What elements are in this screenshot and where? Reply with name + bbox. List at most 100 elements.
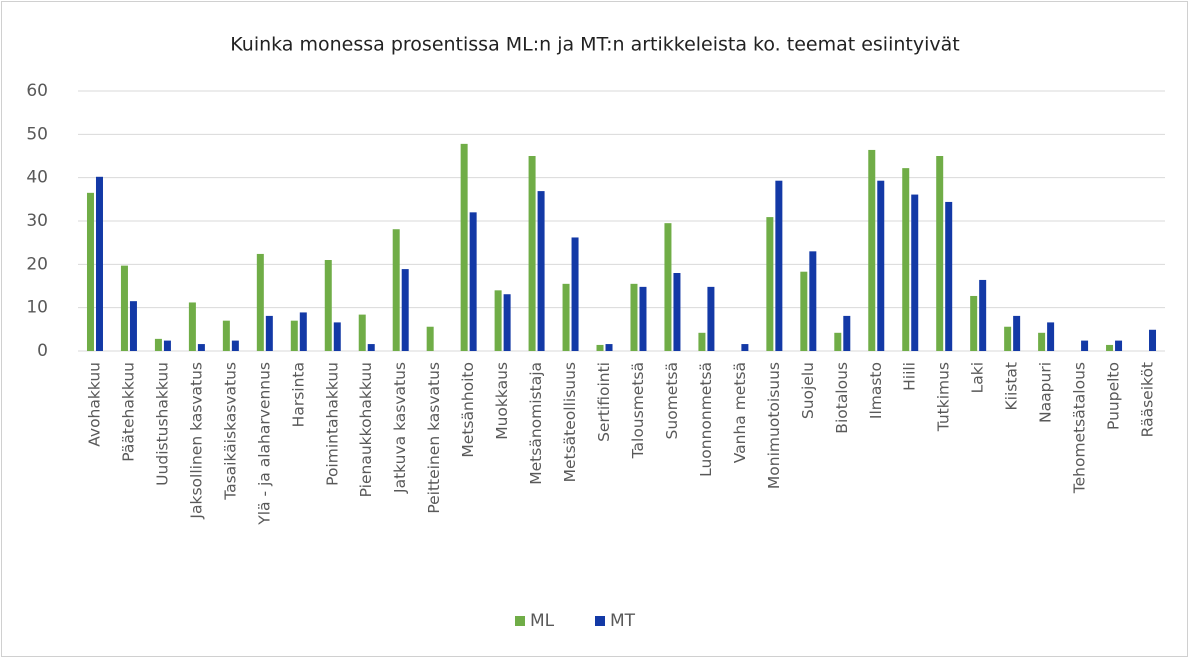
bar [503, 294, 511, 351]
bar [163, 340, 171, 351]
bar [707, 286, 715, 351]
y-tick-label: 0 [37, 341, 48, 361]
bar [460, 143, 468, 351]
bar [86, 192, 94, 351]
legend-swatch [515, 616, 525, 626]
bar [324, 260, 332, 351]
bar [1004, 326, 1012, 351]
bar [1149, 329, 1157, 351]
bar [664, 223, 672, 351]
bar [426, 326, 434, 351]
x-tick-label: Sertifiointi [595, 362, 613, 442]
bar [494, 290, 502, 351]
x-tick-label: Tehometsätalous [1071, 362, 1089, 494]
bar [290, 320, 298, 351]
legend-label: MT [610, 611, 636, 631]
x-tick-label: Biotalous [833, 362, 851, 434]
bar [188, 302, 196, 351]
x-tick-label: Puupelto [1105, 362, 1123, 430]
bar [877, 180, 885, 351]
x-tick-label: Avohakkuu [85, 362, 103, 447]
y-tick-label: 10 [26, 298, 48, 318]
bar [120, 265, 128, 351]
y-tick-label: 30 [26, 211, 48, 231]
bar [775, 180, 783, 351]
x-tick-label: Suojelu [799, 362, 817, 419]
chart-title: Kuinka monessa prosentissa ML:n ja MT:n … [230, 34, 959, 56]
bar [222, 320, 230, 351]
legend-swatch [595, 616, 605, 626]
bar [741, 344, 749, 351]
x-tick-label: Metsänhoito [459, 362, 477, 458]
x-tick-label: Uudistushakkuu [153, 362, 171, 486]
bar [970, 295, 978, 351]
bar [639, 286, 647, 351]
bar [800, 271, 808, 351]
x-tick-label: Monimuotoisuus [765, 362, 783, 489]
bar [154, 338, 162, 351]
bar [571, 237, 579, 351]
bar [843, 315, 851, 351]
bar [945, 201, 953, 351]
bar [698, 332, 706, 351]
y-tick-label: 20 [26, 254, 48, 274]
bar [936, 156, 944, 351]
bar [630, 283, 638, 351]
bar [299, 312, 307, 351]
x-tick-label: Naapuri [1037, 362, 1055, 423]
legend-label: ML [530, 611, 555, 631]
x-tick-label: Suometsä [663, 362, 681, 439]
x-tick-label: Tutkimus [935, 362, 953, 432]
bar [596, 344, 604, 351]
x-tick-label: Poimintahakkuu [323, 362, 341, 486]
bar [265, 315, 273, 351]
bar [1013, 315, 1021, 351]
bar [562, 283, 570, 351]
x-tick-label: Vanha metsä [731, 362, 749, 463]
y-tick-label: 50 [26, 124, 48, 144]
bar [809, 251, 817, 351]
bar [868, 149, 876, 351]
x-tick-label: Metsänomistaja [527, 362, 545, 485]
x-tick-label: Kiistat [1003, 362, 1021, 411]
x-tick-label: Hiili [901, 362, 919, 391]
x-tick-label: Laki [969, 362, 987, 393]
y-tick-label: 40 [26, 168, 48, 188]
bar [1106, 344, 1114, 351]
bar [197, 344, 205, 351]
y-tick-label: 60 [26, 81, 48, 101]
bar [834, 332, 842, 351]
x-tick-label: Tasaikäiskasvatus [221, 362, 239, 501]
bar [1038, 332, 1046, 351]
x-tick-label: Jaksollinen kasvatus [187, 362, 205, 520]
bar [1081, 340, 1089, 351]
bar [231, 340, 239, 351]
bar [537, 191, 545, 351]
bar [528, 156, 536, 351]
x-tick-label: Metsäteollisuus [561, 362, 579, 482]
x-tick-label: Peitteinen kasvatus [425, 362, 443, 514]
x-tick-label: Ylä - ja alaharvennus [255, 362, 273, 526]
x-tick-label: Talousmetsä [629, 362, 647, 459]
bar [911, 194, 919, 351]
bar [673, 273, 681, 351]
bar [766, 217, 774, 351]
bar [401, 269, 409, 351]
bar [129, 301, 137, 351]
bar [605, 344, 613, 351]
bar [333, 322, 341, 351]
bar [367, 344, 375, 351]
bar [469, 212, 477, 351]
bar [979, 279, 987, 351]
x-tick-label: Muokkaus [493, 362, 511, 440]
x-tick-label: Ilmasto [867, 362, 885, 419]
bar [256, 253, 264, 351]
bar [95, 176, 103, 351]
x-tick-label: Päätehakkuu [119, 362, 137, 462]
bar [1115, 340, 1123, 351]
x-tick-label: Harsinta [289, 362, 307, 427]
bar [392, 229, 400, 351]
x-tick-label: Rääseiköt [1139, 362, 1157, 437]
